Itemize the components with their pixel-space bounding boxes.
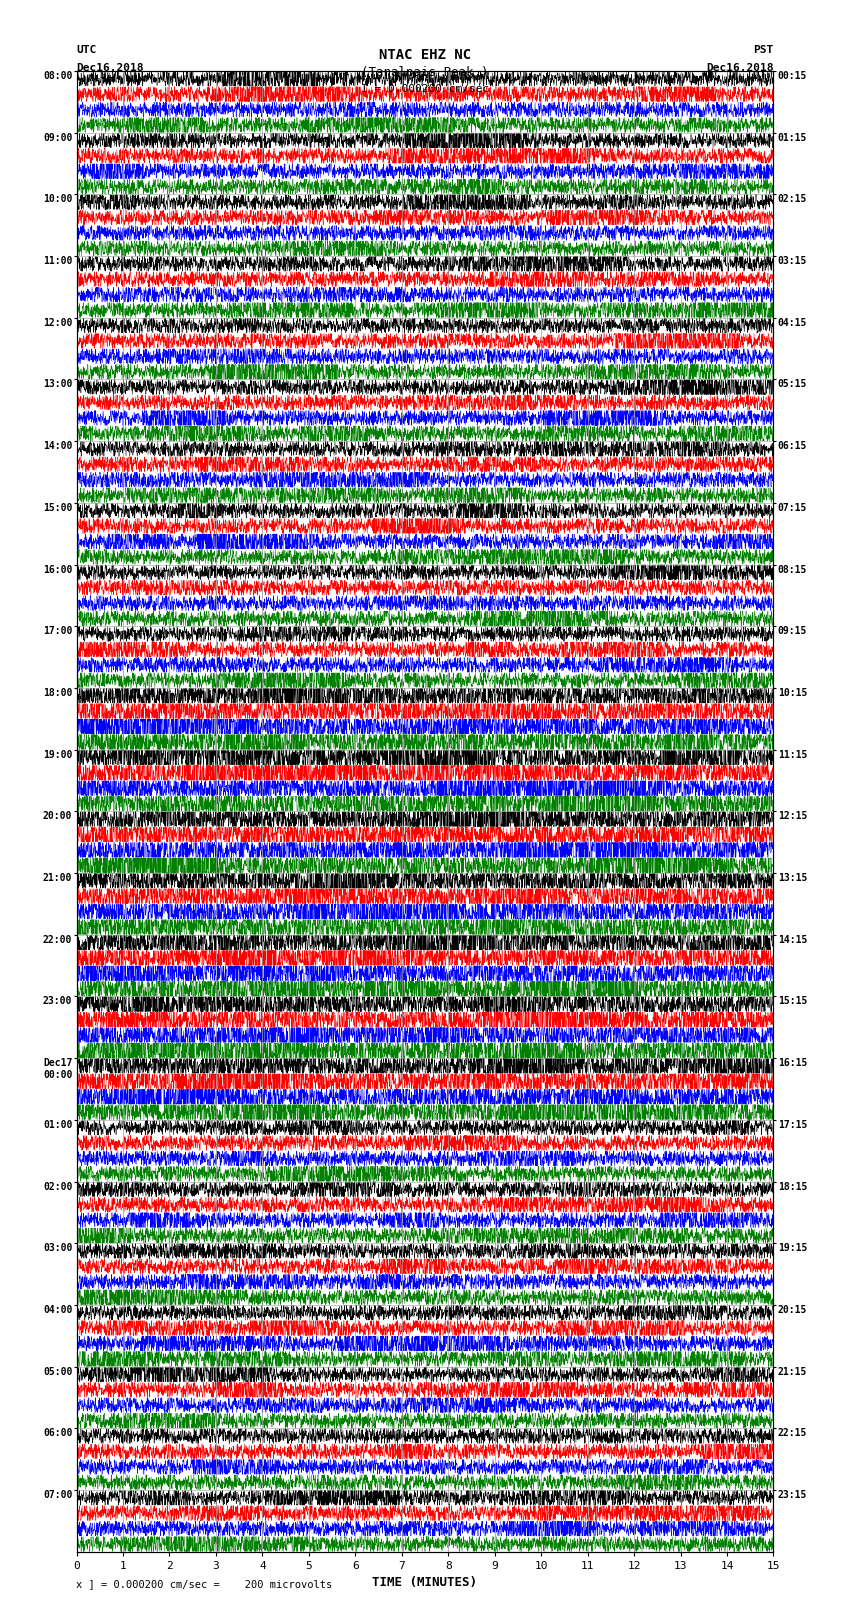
Text: (Tanalpais Peak ): (Tanalpais Peak ) — [361, 66, 489, 79]
Text: x ] = 0.000200 cm/sec =    200 microvolts: x ] = 0.000200 cm/sec = 200 microvolts — [76, 1579, 332, 1589]
Text: PST: PST — [753, 45, 774, 55]
Text: Dec16,2018: Dec16,2018 — [706, 63, 774, 73]
Text: I = 0.000200 cm/sec: I = 0.000200 cm/sec — [361, 84, 489, 94]
Text: UTC: UTC — [76, 45, 97, 55]
Text: NTAC EHZ NC: NTAC EHZ NC — [379, 48, 471, 63]
X-axis label: TIME (MINUTES): TIME (MINUTES) — [372, 1576, 478, 1589]
Text: Dec16,2018: Dec16,2018 — [76, 63, 144, 73]
